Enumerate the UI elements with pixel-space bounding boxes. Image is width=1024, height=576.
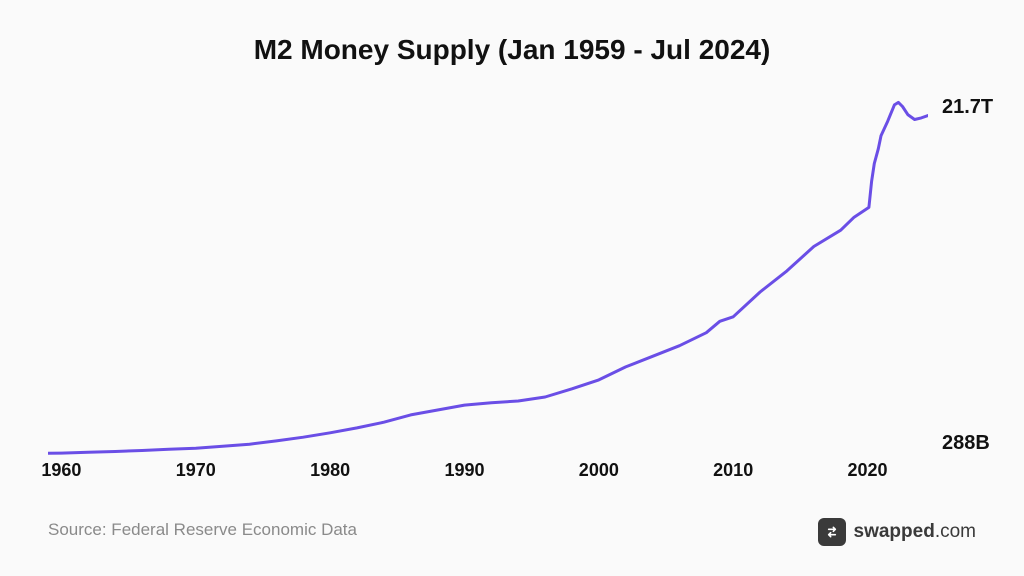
brand-name-rest: .com (935, 521, 976, 542)
brand-badge: swapped.com (818, 518, 977, 546)
chart-container: M2 Money Supply (Jan 1959 - Jul 2024) 19… (0, 0, 1024, 576)
line-chart (48, 100, 928, 458)
x-tick-label: 1980 (310, 460, 350, 481)
x-tick-label: 2010 (713, 460, 753, 481)
swap-icon (818, 518, 846, 546)
x-tick-label: 2020 (848, 460, 888, 481)
start-value-low-label: 288B (942, 432, 990, 455)
x-tick-label: 2000 (579, 460, 619, 481)
brand-text: swapped.com (854, 521, 977, 543)
x-tick-label: 1960 (41, 460, 81, 481)
brand-name-bold: swapped (854, 521, 935, 542)
chart-title: M2 Money Supply (Jan 1959 - Jul 2024) (0, 34, 1024, 66)
x-axis-labels: 1960197019801990200020102020 (48, 460, 928, 484)
end-value-high-label: 21.7T (942, 96, 993, 119)
x-tick-label: 1970 (176, 460, 216, 481)
source-label: Source: Federal Reserve Economic Data (48, 520, 357, 540)
x-tick-label: 1990 (444, 460, 484, 481)
